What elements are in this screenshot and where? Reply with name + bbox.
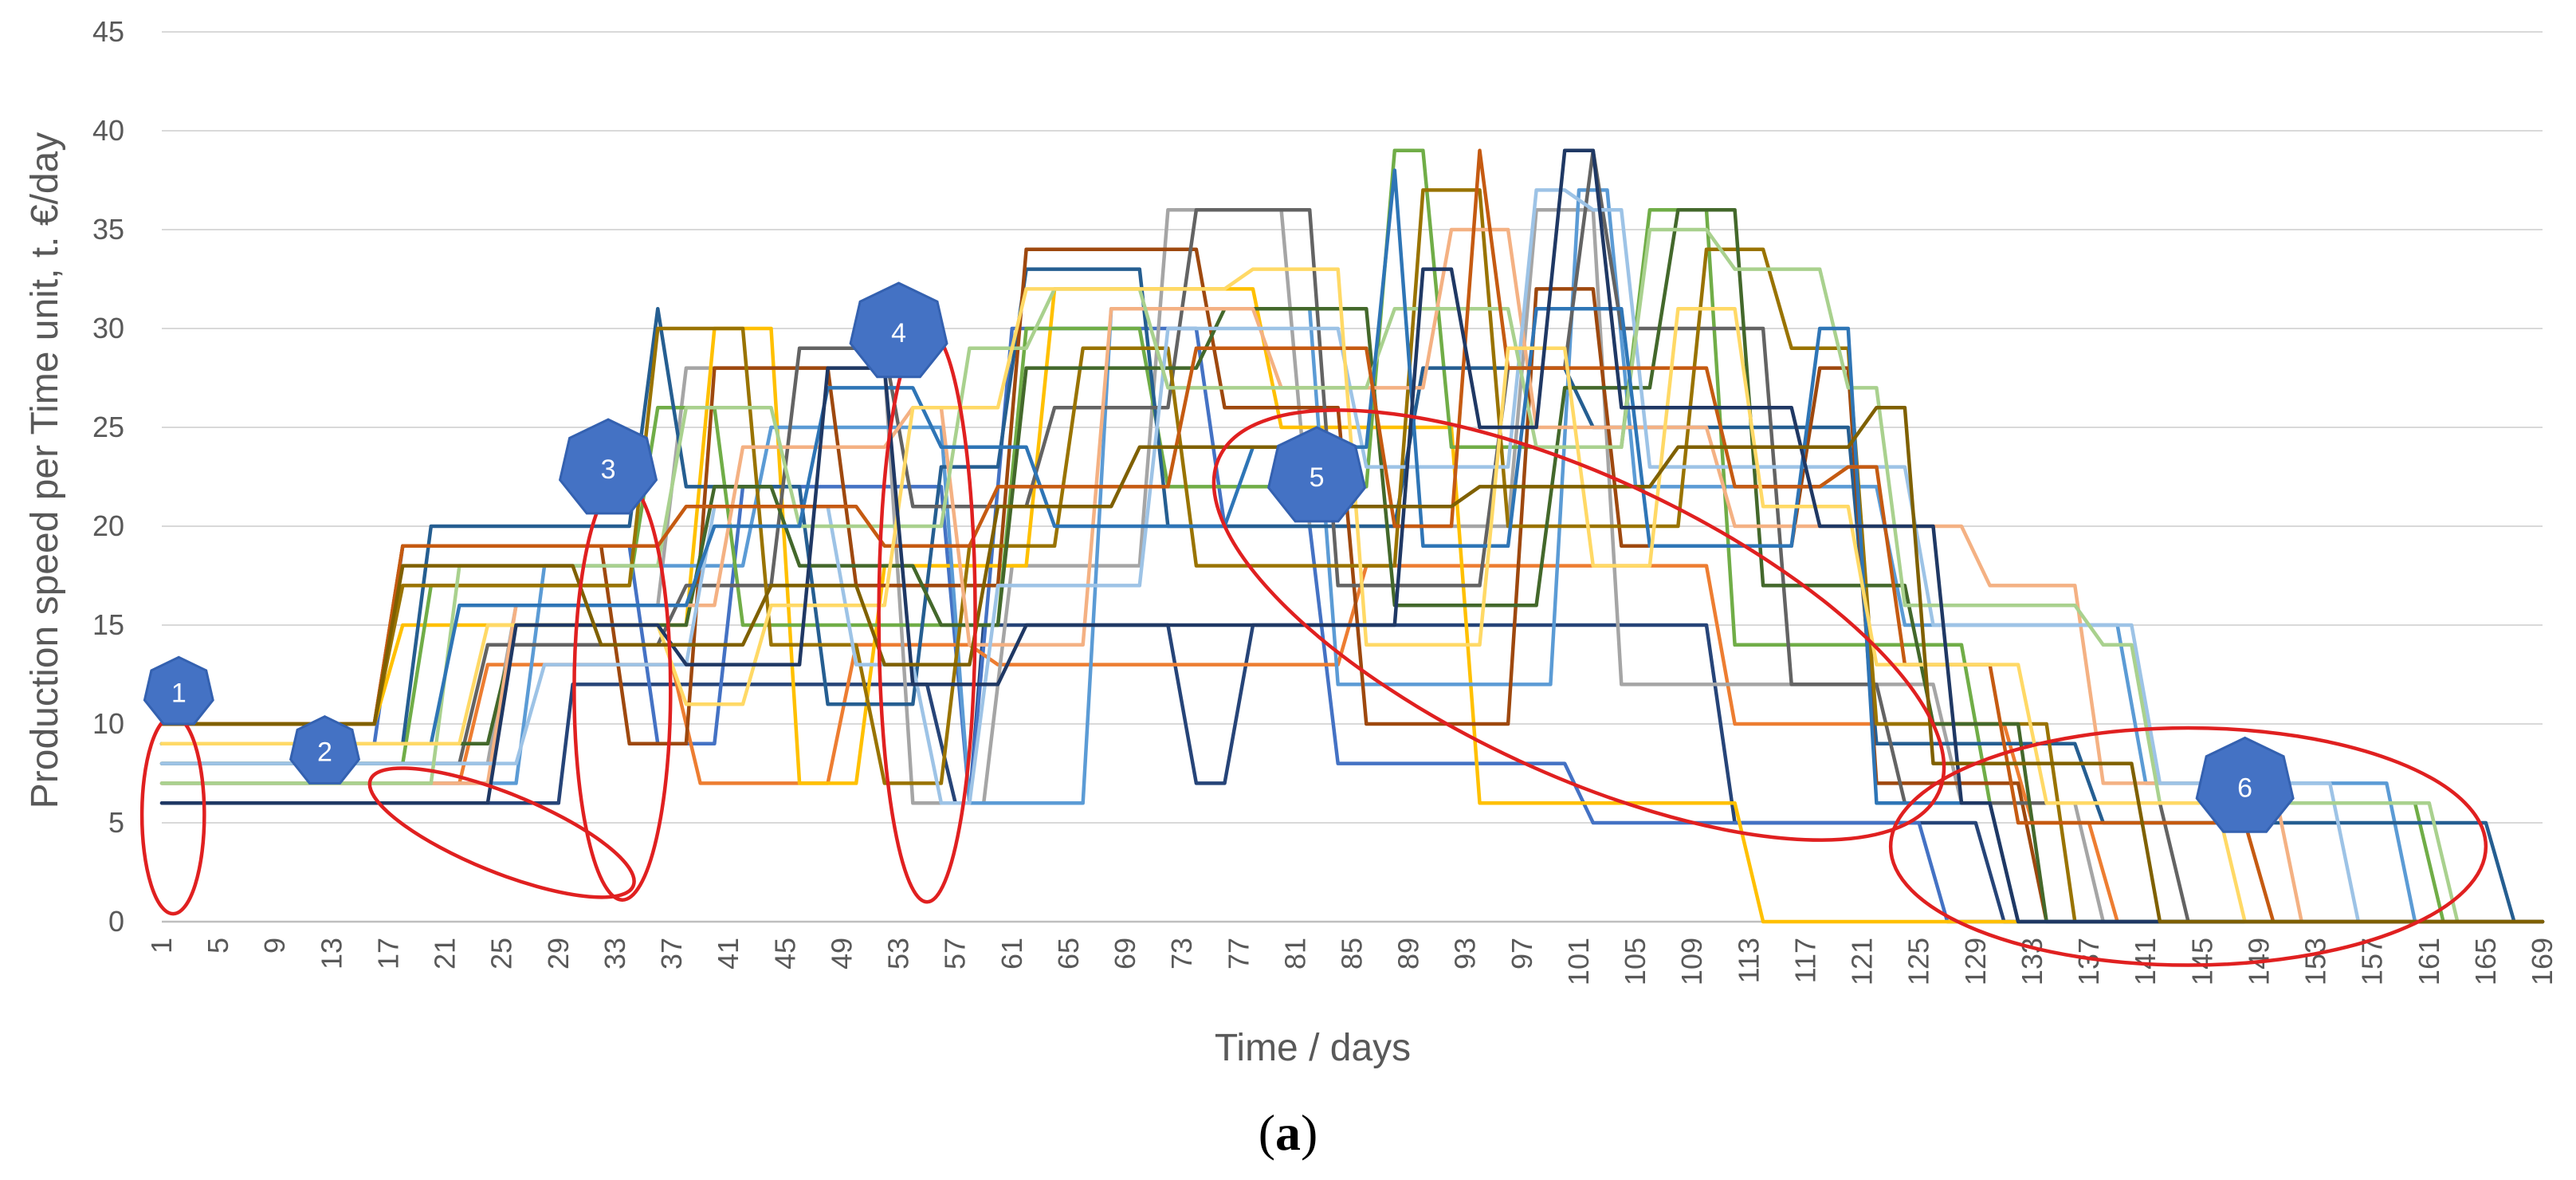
series-lines bbox=[159, 148, 2545, 924]
series-line-s17 bbox=[159, 148, 2545, 924]
annotation-marker-5 bbox=[1266, 426, 1367, 523]
x-tick-label-165: 165 bbox=[2469, 938, 2502, 985]
x-tick-label-21: 21 bbox=[429, 938, 461, 970]
x-tick-label-5: 5 bbox=[202, 938, 234, 954]
x-tick-label-101: 101 bbox=[1562, 938, 1595, 985]
x-tick-label-25: 25 bbox=[485, 938, 518, 970]
x-tick-label-37: 37 bbox=[655, 938, 688, 970]
annotation-label-6: 6 bbox=[2237, 773, 2252, 803]
x-tick-label-73: 73 bbox=[1165, 938, 1198, 970]
x-tick-label-89: 89 bbox=[1392, 938, 1425, 970]
x-tick-label-109: 109 bbox=[1675, 938, 1708, 985]
x-tick-label-129: 129 bbox=[1959, 938, 1992, 985]
x-tick-label-77: 77 bbox=[1222, 938, 1255, 970]
annotation-marker-1 bbox=[143, 655, 214, 726]
annotation-label-2: 2 bbox=[317, 738, 332, 768]
series-line-s15 bbox=[159, 227, 2545, 924]
x-tick-label-105: 105 bbox=[1619, 938, 1651, 985]
y-axis-ticks: 0 5 10 15 20 25 30 35 40 45 bbox=[92, 15, 124, 938]
annotation-ellipse-1 bbox=[139, 714, 206, 916]
y-tick-label-45: 45 bbox=[92, 15, 124, 48]
series-line-s12 bbox=[159, 207, 2545, 924]
series-line-s3 bbox=[159, 564, 2545, 924]
series-line-s8 bbox=[159, 267, 2545, 924]
x-tick-label-41: 41 bbox=[712, 938, 744, 970]
annotation-marker-4 bbox=[849, 281, 948, 379]
x-tick-label-145: 145 bbox=[2185, 938, 2218, 985]
x-tick-label-153: 153 bbox=[2299, 938, 2332, 985]
x-tick-label-1: 1 bbox=[145, 938, 178, 954]
y-axis-title: Production speed per Time unit, t. €/day bbox=[24, 132, 66, 808]
x-tick-label-81: 81 bbox=[1278, 938, 1311, 970]
annotation-marker-3 bbox=[558, 418, 658, 515]
series-line-s18 bbox=[159, 267, 2545, 924]
series-line-s19 bbox=[159, 148, 2545, 924]
x-tick-label-33: 33 bbox=[599, 938, 631, 970]
x-tick-label-65: 65 bbox=[1052, 938, 1085, 970]
annotation-label-1: 1 bbox=[171, 678, 187, 708]
series-line-s11 bbox=[159, 188, 2545, 924]
x-tick-label-161: 161 bbox=[2413, 938, 2445, 985]
x-tick-label-17: 17 bbox=[371, 938, 404, 970]
series-line-s20 bbox=[159, 405, 2545, 924]
annotation-marker-2 bbox=[289, 715, 361, 785]
y-tick-label-30: 30 bbox=[92, 312, 124, 344]
y-tick-label-15: 15 bbox=[92, 608, 124, 641]
annotation-label-5: 5 bbox=[1310, 462, 1325, 493]
x-tick-label-93: 93 bbox=[1449, 938, 1482, 970]
x-tick-label-61: 61 bbox=[995, 938, 1028, 970]
x-tick-label-57: 57 bbox=[939, 938, 972, 970]
x-tick-label-125: 125 bbox=[1903, 938, 1935, 985]
x-tick-label-13: 13 bbox=[315, 938, 348, 970]
y-tick-label-35: 35 bbox=[92, 213, 124, 246]
y-tick-label-0: 0 bbox=[108, 905, 124, 938]
series-line-s10 bbox=[159, 148, 2545, 924]
figure-caption-letter: a bbox=[1275, 1104, 1301, 1161]
annotation-label-4: 4 bbox=[891, 318, 906, 348]
x-axis-title: Time / days bbox=[1215, 1027, 1411, 1069]
x-tick-label-29: 29 bbox=[542, 938, 575, 970]
x-tick-label-53: 53 bbox=[882, 938, 915, 970]
series-line-s16 bbox=[159, 168, 2545, 924]
x-tick-label-121: 121 bbox=[1846, 938, 1879, 985]
annotation-ellipse-5 bbox=[1211, 408, 1946, 842]
annotation-marker-6 bbox=[2195, 736, 2295, 833]
annotation-ellipse-2 bbox=[367, 766, 636, 899]
x-tick-label-45: 45 bbox=[768, 938, 801, 970]
annotation-label-3: 3 bbox=[601, 454, 616, 485]
x-tick-label-9: 9 bbox=[258, 938, 291, 954]
x-tick-label-169: 169 bbox=[2526, 938, 2558, 985]
series-line-s7 bbox=[159, 148, 2545, 924]
x-axis-ticks: 1 5 9 13 17 21 25 29 33 37 41 45 49 53 57 61 65 69 73 77 81 8… bbox=[145, 938, 2558, 985]
y-tick-label-10: 10 bbox=[92, 707, 124, 740]
x-tick-label-117: 117 bbox=[1789, 938, 1821, 983]
x-tick-label-69: 69 bbox=[1109, 938, 1141, 970]
y-tick-label-20: 20 bbox=[92, 509, 124, 542]
x-tick-label-113: 113 bbox=[1732, 938, 1765, 983]
y-tick-label-40: 40 bbox=[92, 114, 124, 147]
y-tick-label-25: 25 bbox=[92, 411, 124, 443]
x-tick-label-85: 85 bbox=[1336, 938, 1368, 970]
annotation-ellipse-6 bbox=[1888, 726, 2488, 967]
x-tick-label-97: 97 bbox=[1506, 938, 1538, 970]
y-tick-label-5: 5 bbox=[108, 806, 124, 839]
x-tick-label-157: 157 bbox=[2356, 938, 2389, 985]
x-tick-label-49: 49 bbox=[825, 938, 858, 970]
figure-caption: (a) bbox=[1259, 1104, 1318, 1161]
